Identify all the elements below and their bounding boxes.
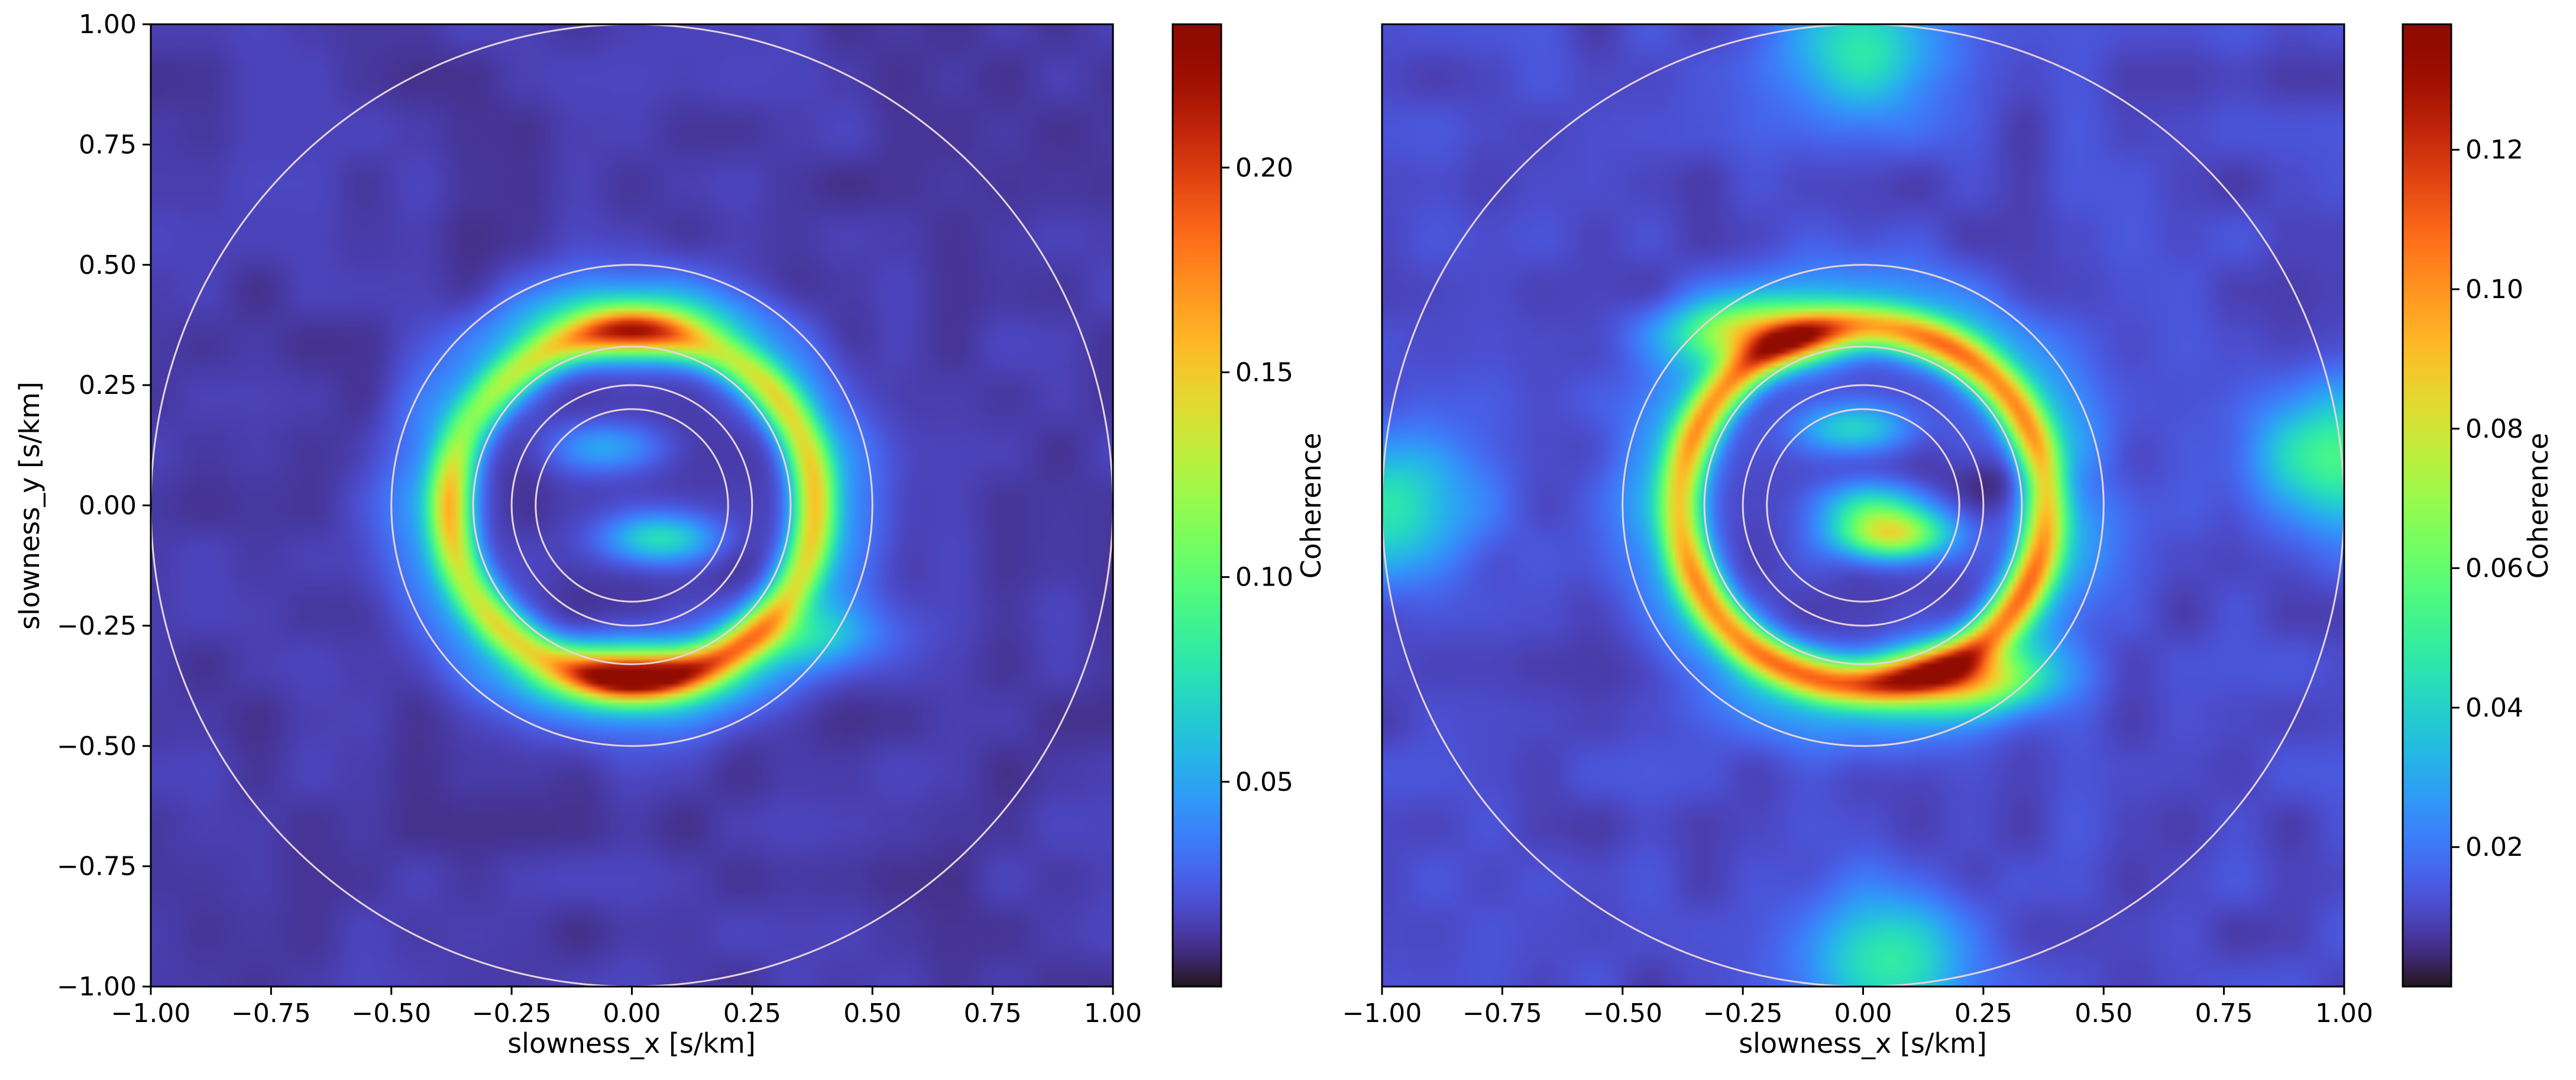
colorbar-tick-label: 0.06 — [2465, 554, 2523, 584]
right-colorbar-ticks: 0.02 0.04 0.06 0.08 0.10 0.12 — [2451, 135, 2523, 862]
y-tick-label: 0.25 — [79, 370, 137, 400]
slowness-circle — [1742, 384, 1985, 627]
left-y-ticks: −1.00 −0.75 −0.50 −0.25 0.00 0.25 0.50 0.75 1.00 — [57, 9, 151, 1002]
y-tick-label: 0.50 — [79, 250, 137, 280]
x-tick-label: 1.00 — [1084, 998, 1142, 1029]
slowness-circle — [390, 264, 873, 747]
left-heatmap-panel: −1.00 −0.75 −0.50 −0.25 0.00 0.25 0.50 0.75 1.00… — [14, 9, 1327, 1059]
x-tick-label: −0.50 — [351, 998, 431, 1029]
right-colorbar-gradient — [2403, 24, 2451, 987]
x-tick-label: 0.00 — [1834, 998, 1892, 1029]
colorbar-tick-label: 0.20 — [1235, 153, 1293, 183]
left-colorbar-gradient — [1173, 24, 1221, 987]
right-x-axis-label: slowness_x [s/km] — [1739, 1027, 1987, 1059]
y-tick-label: 0.00 — [79, 491, 137, 521]
x-tick-label: −1.00 — [1342, 998, 1422, 1029]
y-tick-label: −1.00 — [57, 972, 137, 1002]
y-tick-label: −0.75 — [57, 852, 137, 882]
y-tick-label: −0.50 — [57, 731, 137, 761]
left-colorbar-frame — [1172, 23, 1222, 988]
left-colorbar-ticks: 0.05 0.10 0.15 0.20 — [1221, 153, 1293, 797]
x-tick-label: −1.00 — [111, 998, 191, 1029]
colorbar-tick-label: 0.05 — [1235, 767, 1293, 797]
left-y-axis-label: slowness_y [s/km] — [14, 381, 46, 630]
right-colorbar-frame — [2402, 23, 2452, 988]
right-heatmap-panel: −1.00 −0.75 −0.50 −0.25 0.00 0.25 0.50 0.75 1.00… — [1342, 23, 2554, 1059]
x-tick-label: −0.75 — [231, 998, 311, 1029]
y-tick-label: 0.75 — [79, 130, 137, 160]
slowness-circle — [535, 408, 729, 603]
x-tick-label: 0.75 — [2195, 998, 2253, 1029]
colorbar-tick-label: 0.08 — [2465, 414, 2523, 444]
colorbar-tick-label: 0.12 — [2465, 135, 2523, 165]
colorbar-tick-label: 0.02 — [2465, 832, 2523, 862]
right-colorbar-label: Coherence — [2522, 433, 2554, 579]
colorbar-tick-label: 0.04 — [2465, 693, 2523, 723]
left-heatmap-image — [151, 24, 1113, 987]
slowness-circle — [1766, 408, 1960, 603]
x-tick-label: 0.25 — [723, 998, 781, 1029]
right-x-ticks: −1.00 −0.75 −0.50 −0.25 0.00 0.25 0.50 0.75 1.00 — [1342, 987, 2373, 1029]
x-tick-label: −0.25 — [1703, 998, 1783, 1029]
slowness-circle — [510, 384, 753, 627]
y-tick-label: 1.00 — [79, 9, 137, 40]
x-tick-label: 0.50 — [2075, 998, 2132, 1029]
x-tick-label: 0.75 — [964, 998, 1022, 1029]
x-tick-label: 1.00 — [2315, 998, 2373, 1029]
left-x-ticks: −1.00 −0.75 −0.50 −0.25 0.00 0.25 0.50 0.75 1.00 — [111, 987, 1142, 1029]
colorbar-tick-label: 0.10 — [2465, 274, 2523, 305]
x-tick-label: 0.00 — [603, 998, 661, 1029]
x-tick-label: −0.50 — [1583, 998, 1662, 1029]
x-tick-label: −0.25 — [472, 998, 552, 1029]
slowness-circle — [1622, 264, 2105, 747]
x-tick-label: −0.75 — [1462, 998, 1542, 1029]
slowness-circle — [1703, 345, 2023, 665]
x-tick-label: 0.25 — [1954, 998, 2012, 1029]
y-tick-label: −0.25 — [57, 611, 137, 641]
colorbar-tick-label: 0.15 — [1235, 357, 1293, 387]
left-colorbar-label: Coherence — [1295, 433, 1327, 579]
slowness-circle — [472, 345, 792, 665]
colorbar-tick-label: 0.10 — [1235, 562, 1293, 593]
x-tick-label: 0.50 — [843, 998, 901, 1029]
right-heatmap-image — [1382, 24, 2344, 987]
left-x-axis-label: slowness_x [s/km] — [507, 1027, 756, 1059]
